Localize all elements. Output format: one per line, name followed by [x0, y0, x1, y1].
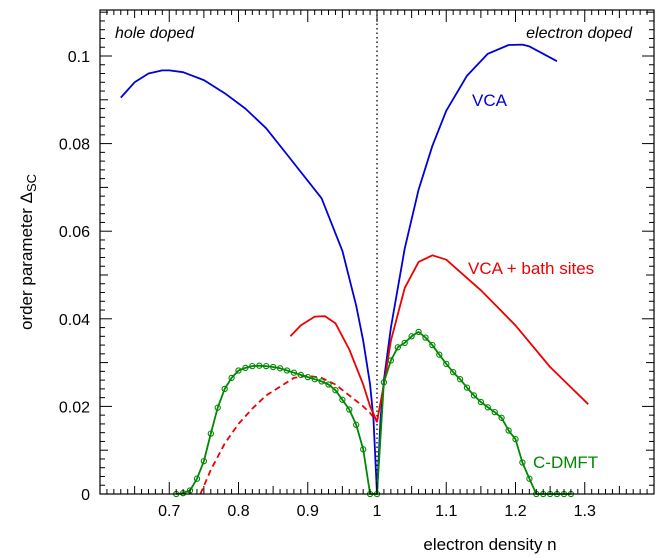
- data-point: [422, 334, 429, 341]
- x-tick-label: 0.8: [227, 503, 249, 520]
- x-tick-label: 1.1: [435, 503, 457, 520]
- data-point: [408, 333, 415, 340]
- data-point: [318, 378, 325, 385]
- data-point: [526, 475, 533, 482]
- data-point: [304, 373, 311, 381]
- data-point: [228, 374, 235, 382]
- series-label-vca: VCA: [472, 91, 508, 110]
- ticks-layer: 0.7 0.8 0.9 1 1.1 1.2 1.3 0 0.02 0.04 0.06 0.08 0.1: [59, 10, 655, 520]
- data-point: [346, 406, 353, 413]
- data-point: [193, 475, 201, 482]
- data-point: [436, 351, 443, 358]
- data-point: [214, 404, 221, 411]
- hole-doped-annotation: hole doped: [115, 25, 195, 42]
- x-tick-label: 1.2: [504, 503, 526, 520]
- x-tick-label: 0.9: [297, 503, 319, 520]
- data-point: [463, 384, 471, 391]
- data-point: [207, 430, 214, 437]
- series-layer: [120, 10, 589, 498]
- data-point: [235, 367, 242, 374]
- data-point: [484, 404, 491, 411]
- data-point: [242, 364, 249, 372]
- y-tick-label: 0: [81, 487, 90, 504]
- data-point: [512, 436, 519, 443]
- data-point: [360, 446, 367, 453]
- data-point: [387, 357, 395, 364]
- x-tick-label: 1: [373, 503, 382, 520]
- data-point: [200, 457, 208, 465]
- data-point: [450, 369, 457, 376]
- x-tick-label: 0.7: [158, 503, 180, 520]
- data-point: [263, 362, 270, 370]
- data-point: [401, 339, 408, 347]
- data-point: [332, 387, 339, 394]
- data-point: [339, 396, 346, 403]
- series-label-vca-bath: VCA + bath sites: [468, 259, 594, 278]
- data-point: [297, 371, 304, 379]
- x-tick-label: 1.3: [574, 503, 596, 520]
- data-point: [456, 376, 464, 383]
- data-point: [256, 362, 263, 369]
- series-line-2: [289, 254, 589, 423]
- y-axis-title: order parameter ΔSC: [17, 174, 39, 330]
- electron-doped-annotation: electron doped: [526, 25, 633, 42]
- y-axis-title-main: order parameter Δ: [17, 192, 36, 330]
- data-point: [498, 414, 505, 421]
- data-point: [276, 365, 284, 372]
- y-tick-label: 0.04: [59, 312, 90, 329]
- data-point: [491, 408, 498, 416]
- data-point: [415, 328, 422, 336]
- data-point: [505, 427, 512, 434]
- data-point: [353, 421, 360, 428]
- data-point: [519, 459, 526, 466]
- data-point: [283, 367, 291, 374]
- data-point: [429, 341, 436, 349]
- data-point: [311, 376, 318, 383]
- data-point: [325, 381, 332, 388]
- data-point: [477, 398, 485, 406]
- data-point: [221, 385, 228, 393]
- data-point: [443, 360, 450, 368]
- series-line-3: [199, 374, 378, 495]
- y-axis-title-subscript: SC: [24, 174, 39, 192]
- data-point: [290, 369, 298, 376]
- data-point: [249, 362, 256, 370]
- y-tick-label: 0.1: [68, 49, 90, 66]
- x-axis-title: electron density n: [423, 535, 556, 554]
- data-point: [470, 392, 478, 399]
- data-point: [269, 363, 277, 371]
- y-tick-label: 0.06: [59, 224, 90, 241]
- data-point: [394, 344, 401, 351]
- y-tick-label: 0.08: [59, 137, 90, 154]
- y-tick-label: 0.02: [59, 399, 90, 416]
- series-line-1: [120, 43, 558, 495]
- data-point: [380, 379, 388, 386]
- series-label-cdmft: C-DMFT: [533, 453, 598, 472]
